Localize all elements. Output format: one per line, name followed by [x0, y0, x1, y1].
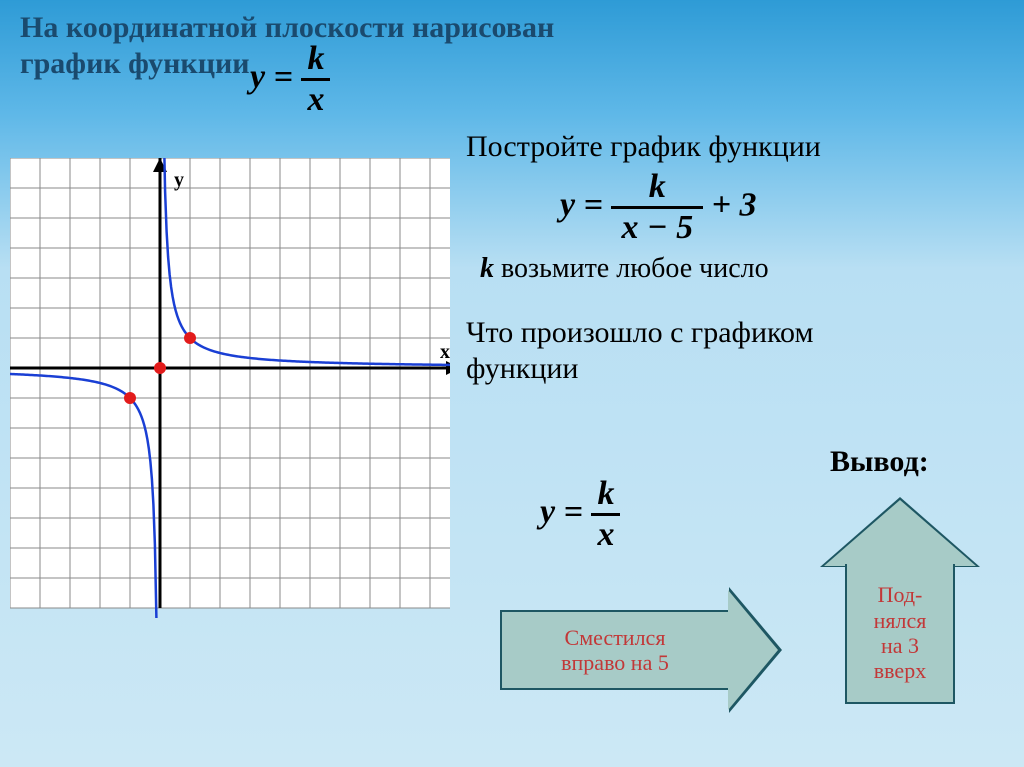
- formula2-plus: + 3: [712, 186, 757, 223]
- arrow-up-l4: вверх: [874, 658, 926, 683]
- formula-y-k-over-x-repeat: y = k x: [540, 475, 620, 554]
- arrow-shift-right: Сместился вправо на 5: [500, 610, 730, 690]
- arrow-up-box: Под- нялся на 3 вверх: [845, 564, 955, 704]
- formula-lhs: y =: [250, 58, 293, 95]
- k-hint: k возьмите любое число: [480, 253, 1020, 285]
- arrow-up-l2: нялся: [874, 608, 927, 633]
- slide-heading: На координатной плоскости нарисован граф…: [0, 0, 1024, 82]
- k-hint-rest: возьмите любое число: [494, 253, 769, 284]
- chart-svg: ух: [10, 158, 450, 628]
- svg-text:х: х: [440, 341, 450, 363]
- formula3-lhs: y =: [540, 493, 583, 530]
- arrow-right-box: Сместился вправо на 5: [500, 610, 730, 690]
- formula3-den: x: [591, 516, 620, 554]
- question-l1: Что произошло с графиком: [466, 316, 813, 349]
- arrow-right-head: [728, 590, 778, 710]
- build-graph-label: Постройте график функции: [466, 130, 1020, 164]
- conclusion-label: Вывод:: [830, 445, 929, 479]
- k-hint-k: k: [480, 253, 494, 284]
- formula2-lhs: y =: [560, 186, 603, 223]
- formula-shifted: y = k x − 5 + 3: [560, 168, 1020, 247]
- formula-num: k: [301, 40, 330, 81]
- arrow-up-head: [824, 500, 976, 566]
- formula3-num: k: [591, 475, 620, 516]
- arrow-up-l3: на 3: [881, 633, 919, 658]
- svg-text:у: у: [174, 169, 184, 191]
- arrow-up-l1: Под-: [878, 582, 923, 607]
- arrow-shift-up: Под- нялся на 3 вверх: [820, 500, 980, 640]
- heading-line2: график функции: [20, 47, 250, 80]
- arrow-right-l1: Сместился: [565, 625, 666, 650]
- formula-y-k-over-x: y = k x: [250, 40, 330, 119]
- formula2-den: x − 5: [611, 209, 703, 247]
- formula-den: x: [301, 81, 330, 119]
- question-l2: функции: [466, 352, 579, 385]
- chart-hyperbola: ух: [10, 158, 450, 628]
- formula2-num: k: [611, 168, 703, 209]
- arrow-right-l2: вправо на 5: [561, 650, 669, 675]
- question-text: Что произошло с графиком функции: [466, 315, 1020, 387]
